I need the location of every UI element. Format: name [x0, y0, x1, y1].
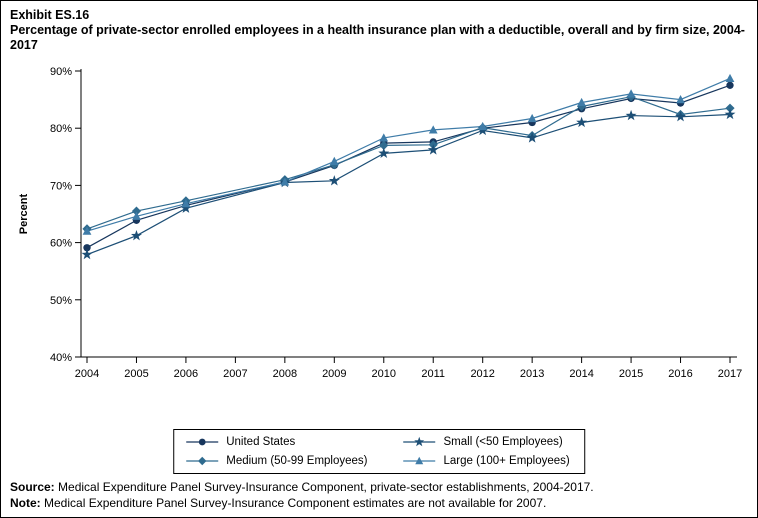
svg-text:Percent: Percent: [18, 193, 30, 234]
legend-label: Medium (50-99 Employees): [226, 455, 368, 467]
svg-text:2007: 2007: [223, 368, 247, 380]
star-line-marker-icon: [402, 435, 438, 449]
exhibit-number: Exhibit ES.16: [10, 8, 90, 22]
svg-text:90%: 90%: [50, 66, 72, 78]
circle-line-marker-icon: [184, 435, 220, 449]
footnotes: Source: Medical Expenditure Panel Survey…: [10, 479, 594, 511]
svg-text:60%: 60%: [50, 238, 72, 250]
note-text: Medical Expenditure Panel Survey-Insuran…: [40, 496, 547, 510]
legend-item-united-states: United States: [184, 435, 367, 449]
svg-text:70%: 70%: [50, 180, 72, 192]
svg-text:2014: 2014: [569, 368, 593, 380]
svg-text:2012: 2012: [470, 368, 494, 380]
chart-title: Percentage of private-sector enrolled em…: [10, 23, 745, 52]
svg-text:2005: 2005: [124, 368, 148, 380]
legend-column-right: Small (<50 Employees) Large (100+ Employ…: [402, 435, 570, 468]
source-note: Source: Medical Expenditure Panel Survey…: [10, 479, 594, 495]
legend-column-left: United States Medium (50-99 Employees): [184, 435, 368, 468]
legend-item-medium: Medium (50-99 Employees): [184, 454, 368, 468]
legend-label: Small (<50 Employees): [443, 436, 563, 448]
line-chart: 40% 50% 60% 70% 80% 90% 2004 2005 2006 2007 2008 20…: [18, 66, 742, 380]
svg-text:2010: 2010: [372, 368, 396, 380]
svg-text:40%: 40%: [50, 352, 72, 364]
svg-text:2015: 2015: [619, 368, 643, 380]
legend-item-small: Small (<50 Employees): [402, 435, 570, 449]
svg-text:2008: 2008: [273, 368, 297, 380]
svg-text:2016: 2016: [668, 368, 692, 380]
diamond-line-marker-icon: [184, 454, 220, 468]
source-text: Medical Expenditure Panel Survey-Insuran…: [54, 480, 594, 494]
chart-header: Exhibit ES.16 Percentage of private-sect…: [10, 8, 748, 53]
svg-text:2011: 2011: [421, 368, 445, 380]
svg-text:2017: 2017: [718, 368, 742, 380]
svg-text:2004: 2004: [75, 368, 99, 380]
legend-label: United States: [226, 436, 296, 448]
note-label: Note:: [10, 496, 41, 510]
legend: United States Medium (50-99 Employees) S…: [173, 429, 585, 474]
triangle-line-marker-icon: [402, 454, 438, 468]
svg-text:2009: 2009: [322, 368, 346, 380]
svg-text:50%: 50%: [50, 295, 72, 307]
svg-text:2006: 2006: [174, 368, 198, 380]
svg-text:80%: 80%: [50, 123, 72, 135]
svg-text:2013: 2013: [520, 368, 544, 380]
source-label: Source:: [10, 480, 55, 494]
legend-item-large: Large (100+ Employees): [402, 454, 570, 468]
availability-note: Note: Medical Expenditure Panel Survey-I…: [10, 495, 594, 511]
legend-label: Large (100+ Employees): [443, 455, 570, 467]
